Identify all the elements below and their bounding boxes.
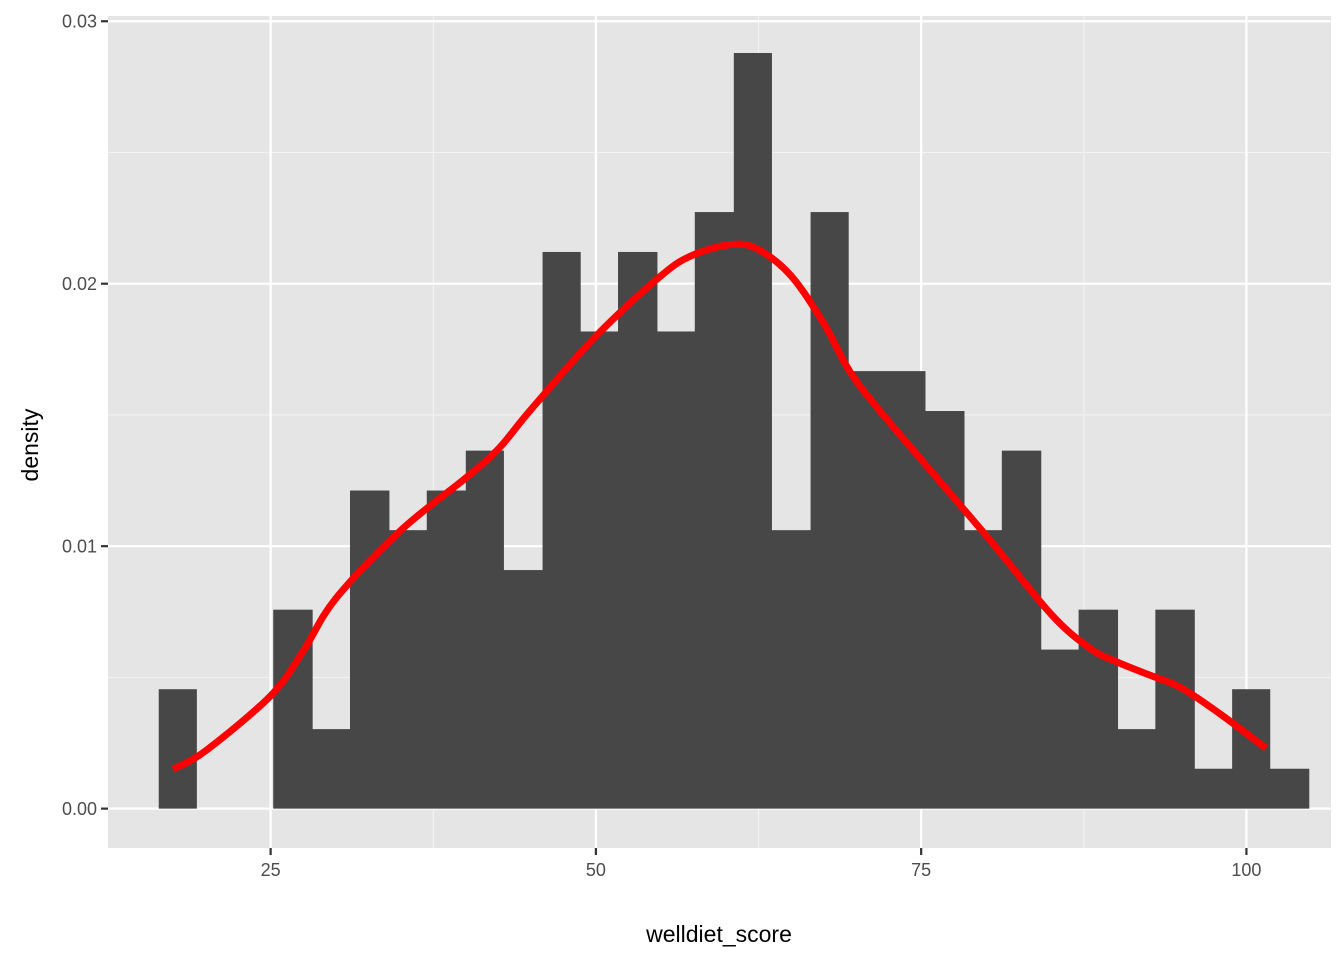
histogram-bar <box>733 53 772 809</box>
x-tick-label: 50 <box>586 860 606 880</box>
histogram-bar <box>580 331 619 809</box>
histogram-bar <box>1269 768 1310 809</box>
x-axis: 25 50 75 100 <box>261 848 1261 880</box>
histogram-bar <box>158 689 197 809</box>
histogram-bar <box>349 490 390 809</box>
histogram-bar <box>542 251 581 809</box>
histogram-bars <box>158 53 1310 809</box>
x-tick-label: 100 <box>1231 860 1261 880</box>
histogram-bar <box>312 729 351 809</box>
histogram-bar <box>465 450 504 809</box>
histogram-bar <box>771 530 811 809</box>
histogram-bar <box>694 212 735 809</box>
histogram-bar <box>848 371 888 809</box>
histogram-bar <box>1194 768 1233 809</box>
histogram-bar <box>1117 729 1156 809</box>
x-axis-title: welldiet_score <box>645 921 792 947</box>
histogram-bar <box>1155 609 1195 809</box>
x-tick-label: 25 <box>261 860 281 880</box>
density-curve <box>171 240 1269 773</box>
histogram-bar <box>1001 450 1042 809</box>
y-tick-label: 0.02 <box>62 274 97 294</box>
x-tick-label: 75 <box>911 860 931 880</box>
histogram-bar <box>618 251 658 809</box>
y-tick-label: 0.00 <box>62 799 97 819</box>
histogram-bar <box>887 371 926 809</box>
histogram-bar <box>426 490 467 809</box>
histogram-bar <box>810 212 849 809</box>
histogram-bar <box>1078 609 1119 809</box>
histogram-bar <box>503 570 543 809</box>
y-axis-title: density <box>17 408 43 481</box>
y-axis: 0.00 0.01 0.02 0.03 <box>62 12 108 819</box>
histogram-bar <box>657 331 696 809</box>
histogram-bar <box>1040 649 1079 809</box>
histogram-bar <box>389 530 428 809</box>
y-tick-label: 0.03 <box>62 12 97 32</box>
y-tick-label: 0.01 <box>62 537 97 557</box>
histogram-bar <box>964 530 1003 809</box>
